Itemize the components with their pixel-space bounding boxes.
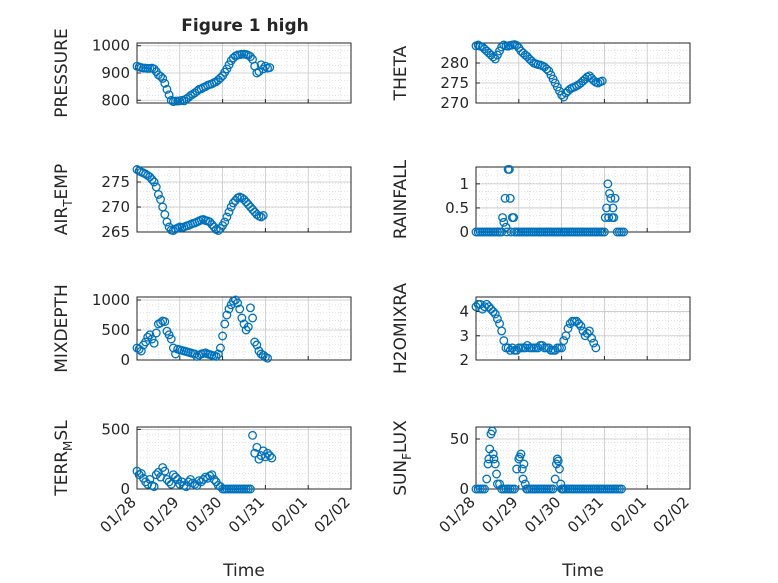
y-tick-label: 50 bbox=[450, 430, 469, 448]
y-tick-label: 270 bbox=[440, 94, 469, 112]
x-tick-label: 01/29 bbox=[478, 493, 521, 536]
data-point bbox=[491, 460, 499, 468]
data-point bbox=[499, 214, 507, 222]
y-tick-label: 500 bbox=[101, 420, 130, 438]
y-tick-label: 500 bbox=[101, 321, 130, 339]
y-tick-label: 3 bbox=[459, 327, 469, 345]
y-tick-label: 4 bbox=[459, 303, 469, 321]
subplot-air_temp: 265 270 275 AIRTEMP bbox=[52, 164, 351, 241]
x-tick-label: 02/01 bbox=[607, 493, 650, 536]
subplot-rainfall: 0 0.5 1 RAINFALL bbox=[391, 159, 690, 241]
y-tick-label: 0 bbox=[459, 223, 469, 241]
data-point bbox=[221, 320, 229, 328]
x-tick-label: 01/31 bbox=[225, 493, 268, 536]
data-point bbox=[592, 344, 600, 352]
data-point bbox=[506, 194, 514, 202]
data-point bbox=[247, 304, 255, 312]
y-axis-label: TERRMSL bbox=[52, 420, 75, 497]
y-tick-label: 2 bbox=[459, 351, 469, 369]
data-point bbox=[493, 470, 501, 478]
data-point bbox=[520, 460, 528, 468]
y-tick-label: 1000 bbox=[92, 37, 130, 55]
data-point bbox=[496, 320, 504, 328]
y-tick-label: 280 bbox=[440, 54, 469, 72]
subplot-grid: 8009001000PRESSURE 270275280THETA26527027… bbox=[52, 28, 693, 581]
y-axis-label: H2OMIXRA bbox=[391, 283, 411, 374]
y-axis-label: SUNFLUX bbox=[391, 420, 414, 496]
y-tick-label: 900 bbox=[101, 64, 130, 82]
data-point bbox=[157, 72, 165, 80]
data-point bbox=[500, 337, 508, 345]
x-tick-label: 01/30 bbox=[182, 493, 225, 536]
x-tick-label: 02/01 bbox=[268, 493, 311, 536]
subplot-h2omixra: 2 3 4 H2OMIXRA bbox=[391, 283, 690, 374]
x-tick-label: 01/29 bbox=[139, 493, 182, 536]
x-tick-label: 02/02 bbox=[311, 493, 354, 536]
y-axis-label: THETA bbox=[391, 45, 411, 101]
figure-canvas: Figure 1 high 8009001000PRESSURE 27027528… bbox=[0, 0, 778, 583]
data-point bbox=[490, 455, 498, 463]
data-point bbox=[560, 337, 568, 345]
figure-title: Figure 1 high bbox=[181, 16, 309, 36]
y-tick-label: 0.5 bbox=[445, 199, 469, 217]
x-axis-label: Time bbox=[222, 561, 265, 581]
y-tick-label: 270 bbox=[101, 198, 130, 216]
y-tick-label: 1 bbox=[459, 175, 469, 193]
subplot-sun_flux: 05001/28 01/29 01/30 01/31 02/01 02/02SUNFLUX… bbox=[391, 420, 693, 581]
data-point bbox=[249, 432, 257, 440]
subplot-pressure: 800 900 1000 PRESSURE bbox=[52, 28, 351, 117]
y-axis-label: MIXDEPTH bbox=[52, 284, 72, 373]
data-point bbox=[498, 327, 506, 335]
data-point bbox=[564, 325, 572, 333]
y-axis-label: PRESSURE bbox=[52, 28, 72, 117]
y-axis-label: AIRTEMP bbox=[52, 164, 75, 235]
y-tick-label: 1000 bbox=[92, 291, 130, 309]
data-point bbox=[249, 314, 257, 322]
subplot-terr_msl: 0 500 01/28 01/29 01/30 01/31 02/01 02/02 TERRMS… bbox=[52, 420, 354, 581]
x-tick-label: 02/02 bbox=[650, 493, 693, 536]
y-tick-label: 800 bbox=[101, 91, 130, 109]
x-tick-label: 01/30 bbox=[521, 493, 564, 536]
data-point bbox=[161, 211, 169, 219]
subplot-theta: 270 275 280 THETA bbox=[391, 41, 690, 112]
x-axis-label: Time bbox=[561, 561, 604, 581]
data-point bbox=[518, 465, 526, 473]
y-tick-label: 265 bbox=[101, 223, 130, 241]
x-tick-label: 01/28 bbox=[436, 493, 479, 536]
x-tick-label: 01/28 bbox=[97, 493, 140, 536]
y-tick-label: 275 bbox=[101, 173, 130, 191]
subplot-mixdepth: 0 500 1000 MIXDEPTH bbox=[52, 284, 351, 373]
y-tick-label: 275 bbox=[440, 74, 469, 92]
data-point bbox=[500, 219, 508, 227]
x-tick-label: 01/31 bbox=[564, 493, 607, 536]
y-tick-label: 0 bbox=[120, 351, 130, 369]
y-axis-label: RAINFALL bbox=[391, 159, 411, 239]
